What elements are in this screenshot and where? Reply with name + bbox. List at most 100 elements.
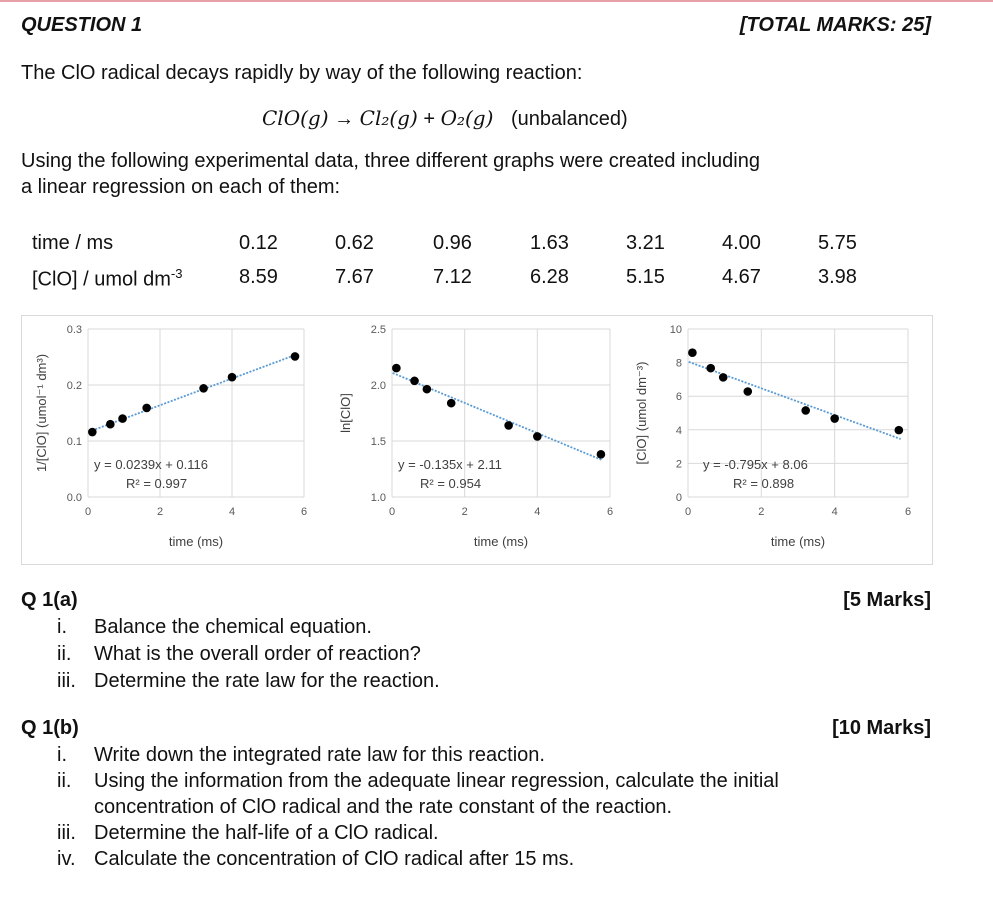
table-cell-conc: 8.59: [239, 266, 278, 288]
table-cell-time: 0.96: [433, 232, 472, 254]
item-number: iii.: [57, 822, 76, 844]
data-point: [392, 363, 401, 373]
y-tick-label: 0.3: [67, 324, 82, 336]
table-cell-time: 1.63: [530, 232, 569, 254]
x-tick-label: 0: [85, 506, 91, 518]
regression-equation: y = -0.795x + 8.06: [703, 457, 808, 472]
y-tick-label: 0.2: [67, 380, 82, 392]
y-tick-label: 4: [676, 425, 682, 437]
table-cell-time: 5.75: [818, 232, 857, 254]
r-squared-label: R² = 0.997: [126, 476, 187, 491]
x-axis-label: time (ms): [474, 534, 528, 549]
table-cell-conc: 6.28: [530, 266, 569, 288]
data-point: [718, 373, 728, 382]
data-point: [504, 421, 513, 430]
eq-reactant: ClO(g): [262, 106, 329, 130]
data-point: [118, 414, 127, 423]
table-row-label-time: time / ms: [32, 232, 114, 254]
table-cell-conc: 7.12: [433, 266, 472, 288]
table-cell-time: 3.21: [626, 232, 665, 254]
data-point: [88, 427, 97, 437]
y-tick-label: 8: [676, 358, 682, 370]
data-point: [743, 387, 753, 396]
table-cell-conc: 7.67: [335, 266, 374, 288]
x-axis-label: time (ms): [169, 534, 223, 549]
data-point: [706, 363, 716, 373]
r-squared-label: R² = 0.898: [733, 476, 794, 491]
data-point: [533, 432, 542, 441]
data-point: [290, 352, 300, 361]
eq-product2: O₂(g): [440, 106, 494, 130]
table-cell-time: 0.62: [335, 232, 374, 254]
q1a-title: Q 1(a): [21, 589, 78, 611]
trendline: [392, 372, 604, 462]
y-axis-label: 1/[ClO] (umol⁻¹ dm³): [34, 354, 49, 472]
x-tick-label: 6: [607, 506, 613, 518]
regression-equation: y = -0.135x + 2.11: [398, 457, 502, 472]
data-intro-line2: a linear regression on each of them:: [21, 176, 341, 198]
y-tick-label: 1.5: [371, 436, 386, 448]
q1b-marks: [10 Marks]: [832, 717, 931, 739]
item-number: ii.: [57, 770, 72, 792]
q1b-title: Q 1(b): [21, 717, 79, 739]
table-cell-conc: 5.15: [626, 266, 665, 288]
intro-text: The ClO radical decays rapidly by way of…: [21, 62, 583, 84]
q1a-marks: [5 Marks]: [843, 589, 931, 611]
y-tick-label: 0.0: [67, 492, 82, 504]
x-tick-label: 2: [758, 506, 764, 518]
data-point: [596, 450, 606, 459]
y-axis-label: [ClO] (umol dm⁻³): [634, 362, 649, 465]
item-text: Determine the half-life of a ClO radical…: [94, 822, 439, 844]
x-tick-label: 2: [462, 506, 468, 518]
data-intro-line1: Using the following experimental data, t…: [21, 150, 760, 172]
regression-equation: y = 0.0239x + 0.116: [94, 457, 208, 472]
data-point: [227, 372, 237, 382]
item-number: i.: [57, 744, 67, 766]
y-tick-label: 0: [676, 492, 682, 504]
x-tick-label: 4: [832, 506, 838, 518]
total-marks: [TOTAL MARKS: 25]: [739, 14, 931, 36]
item-text: Using the information from the adequate …: [94, 770, 779, 792]
x-tick-label: 4: [229, 506, 235, 518]
x-tick-label: 0: [685, 506, 691, 518]
data-point: [142, 403, 151, 413]
y-tick-label: 2: [676, 458, 682, 470]
x-axis-label: time (ms): [771, 534, 825, 549]
charts-panel: 0.0 0.1 0.2 0.3 0 2 4 6 y = 0.0239x + 0.116 R² = …: [21, 315, 933, 565]
data-point: [830, 414, 839, 423]
item-number: i.: [57, 616, 67, 638]
trendline: [688, 361, 901, 440]
y-tick-label: 0.1: [67, 436, 82, 448]
eq-note: (unbalanced): [510, 108, 628, 130]
data-point: [106, 419, 115, 429]
item-number: ii.: [57, 643, 72, 665]
eq-arrow: →: [334, 108, 355, 130]
y-tick-label: 2.5: [371, 324, 386, 336]
table-cell-time: 0.12: [239, 232, 278, 254]
table-row-label-conc: [ClO] / umol dm-3: [32, 266, 183, 291]
data-point: [894, 425, 904, 435]
data-point: [422, 384, 432, 394]
item-text: Write down the integrated rate law for t…: [94, 744, 545, 766]
table-cell-conc: 4.67: [722, 266, 761, 288]
y-tick-label: 2.0: [371, 380, 386, 392]
r-squared-label: R² = 0.954: [420, 476, 481, 491]
item-number: iv.: [57, 848, 76, 870]
y-tick-label: 10: [670, 324, 682, 336]
item-text: Calculate the concentration of ClO radic…: [94, 848, 575, 870]
item-number: iii.: [57, 670, 76, 692]
y-tick-label: 6: [676, 391, 682, 403]
y-tick-label: 1.0: [371, 492, 386, 504]
top-border: [0, 0, 993, 2]
question-title: QUESTION 1: [21, 14, 143, 36]
table-cell-time: 4.00: [722, 232, 761, 254]
data-point: [446, 398, 456, 408]
reaction-equation: ClO(g) → Cl₂(g) + O₂(g) (unbalanced): [262, 106, 628, 131]
item-text-continued: concentration of ClO radical and the rat…: [94, 796, 673, 818]
x-tick-label: 0: [389, 506, 395, 518]
x-tick-label: 4: [534, 506, 540, 518]
item-text: Balance the chemical equation.: [94, 616, 372, 638]
y-axis-label: ln[ClO]: [338, 393, 353, 433]
x-tick-label: 6: [301, 506, 307, 518]
data-point: [801, 406, 810, 415]
